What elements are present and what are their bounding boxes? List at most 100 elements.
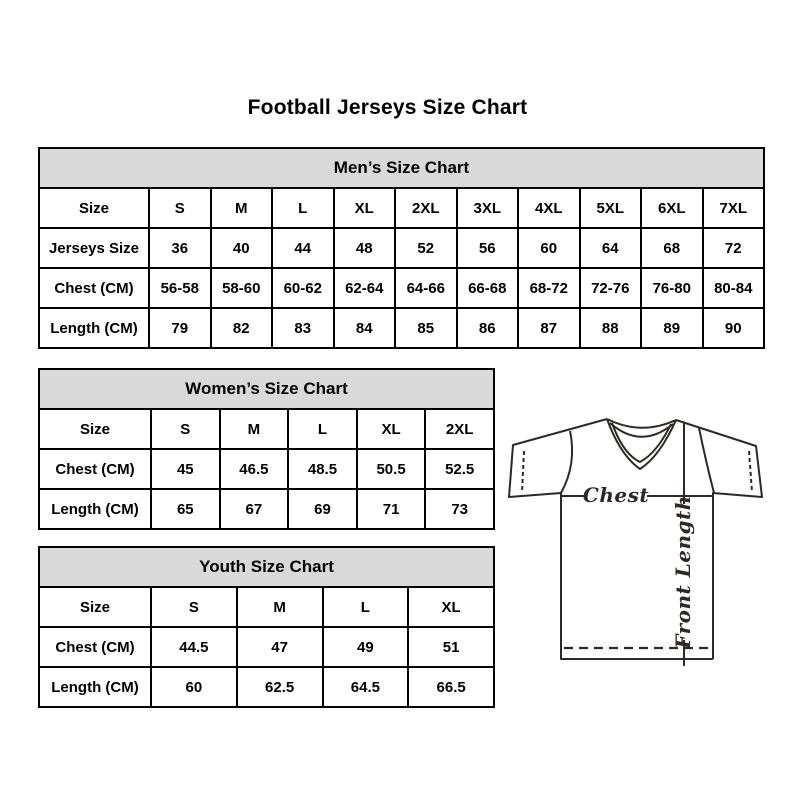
size-value-cell: 2XL [394,187,458,229]
table-row: Size S M L XL 2XL 3XL 4XL 5XL 6XL 7XL [38,187,765,229]
size-value-cell: 64-66 [394,267,458,309]
youth-table-title: Youth Size Chart [38,546,495,588]
size-value-cell: 45 [150,448,221,490]
size-value-cell: 66-68 [455,267,519,309]
size-value-cell: M [209,187,273,229]
size-value-cell: 72-76 [578,267,642,309]
collar-back-outer [606,418,677,429]
right-sleeve-seam [698,427,715,494]
size-value-cell: 3XL [455,187,519,229]
youth-size-table: Youth Size Chart Size S M L XL Chest (CM) 44.5… [38,546,495,708]
row-label-cell: Size [38,187,150,229]
table-row: Chest (CM) 45 46.5 48.5 50.5 52.5 [38,448,495,490]
row-label-cell: Length (CM) [38,666,152,708]
jersey-outline-left [508,418,713,660]
size-value-cell: 60 [150,666,238,708]
size-value-cell: 86 [455,307,519,349]
mens-size-table: Men’s Size Chart Size S M L XL 2XL 3XL 4XL 5XL 6X… [38,147,765,349]
size-value-cell: 67 [218,488,290,530]
size-value-cell: 51 [407,626,495,668]
table-row: Length (CM) 60 62.5 64.5 66.5 [38,666,495,708]
size-value-cell: 84 [332,307,396,349]
left-cuff-stitch [521,450,525,493]
size-value-cell: 89 [640,307,704,349]
size-value-cell: 50.5 [355,448,427,490]
size-value-cell: S [150,586,238,628]
row-label-cell: Chest (CM) [38,267,150,309]
chest-label: Chest [583,483,649,507]
size-value-cell: 44.5 [150,626,238,668]
jersey-outline-right [675,419,763,659]
size-value-cell: 56 [455,227,519,269]
row-label-cell: Length (CM) [38,307,150,349]
size-value-cell: 90 [701,307,765,349]
table-header-row: Men’s Size Chart [38,147,765,189]
size-value-cell: 36 [148,227,212,269]
size-value-cell: 60-62 [271,267,335,309]
size-value-cell: 71 [355,488,427,530]
collar-v-inner [611,422,672,463]
jersey-measurement-diagram: Chest Front Length [500,400,780,670]
row-label-cell: Length (CM) [38,488,152,530]
size-value-cell: 83 [271,307,335,349]
size-value-cell: L [287,408,358,450]
table-row: Jerseys Size 36 40 44 48 52 56 60 64 68 72 [38,227,765,269]
size-value-cell: 48 [332,227,396,269]
size-value-cell: 62.5 [235,666,324,708]
size-value-cell: 49 [321,626,410,668]
table-row: Chest (CM) 44.5 47 49 51 [38,626,495,668]
size-value-cell: L [271,187,335,229]
page-title: Football Jerseys Size Chart [247,96,528,119]
mens-table-title: Men’s Size Chart [38,147,765,189]
size-value-cell: 2XL [424,408,495,450]
size-value-cell: 48.5 [287,448,358,490]
size-value-cell: 66.5 [407,666,495,708]
size-value-cell: 46.5 [218,448,290,490]
left-sleeve-seam [560,430,574,494]
size-value-cell: 7XL [701,187,765,229]
size-value-cell: S [150,408,221,450]
size-value-cell: M [218,408,290,450]
size-value-cell: 52.5 [424,448,495,490]
size-value-cell: 72 [701,227,765,269]
row-label-cell: Size [38,586,152,628]
row-label-cell: Size [38,408,152,450]
size-value-cell: 65 [150,488,221,530]
table-header-row: Women’s Size Chart [38,368,495,410]
size-value-cell: 5XL [578,187,642,229]
womens-size-table: Women’s Size Chart Size S M L XL 2XL Chest (CM… [38,368,495,530]
size-value-cell: L [321,586,410,628]
jersey-diagram-icon: Chest Front Length [508,418,763,666]
size-value-cell: XL [407,586,495,628]
size-value-cell: 79 [148,307,212,349]
size-value-cell: XL [332,187,396,229]
size-value-cell: M [235,586,324,628]
size-value-cell: 64.5 [321,666,410,708]
size-value-cell: 56-58 [148,267,212,309]
table-row: Length (CM) 65 67 69 71 73 [38,488,495,530]
table-header-row: Youth Size Chart [38,546,495,588]
size-value-cell: 44 [271,227,335,269]
size-value-cell: 85 [394,307,458,349]
row-label-cell: Chest (CM) [38,626,152,668]
size-value-cell: 60 [517,227,581,269]
size-value-cell: 76-80 [640,267,704,309]
size-value-cell: 64 [578,227,642,269]
size-value-cell: 6XL [640,187,704,229]
womens-table-title: Women’s Size Chart [38,368,495,410]
size-value-cell: 87 [517,307,581,349]
row-label-cell: Jerseys Size [38,227,150,269]
size-value-cell: 68-72 [517,267,581,309]
table-row: Size S M L XL 2XL [38,408,495,450]
size-value-cell: 4XL [517,187,581,229]
collar-back-inner [609,422,674,438]
size-value-cell: 73 [424,488,495,530]
size-value-cell: 80-84 [701,267,765,309]
table-row: Chest (CM) 56-58 58-60 60-62 62-64 64-66 66-68… [38,267,765,309]
right-cuff-stitch [748,450,753,493]
size-value-cell: XL [355,408,427,450]
size-value-cell: 62-64 [332,267,396,309]
front-length-label: Front Length [671,495,695,650]
size-value-cell: 58-60 [209,267,273,309]
